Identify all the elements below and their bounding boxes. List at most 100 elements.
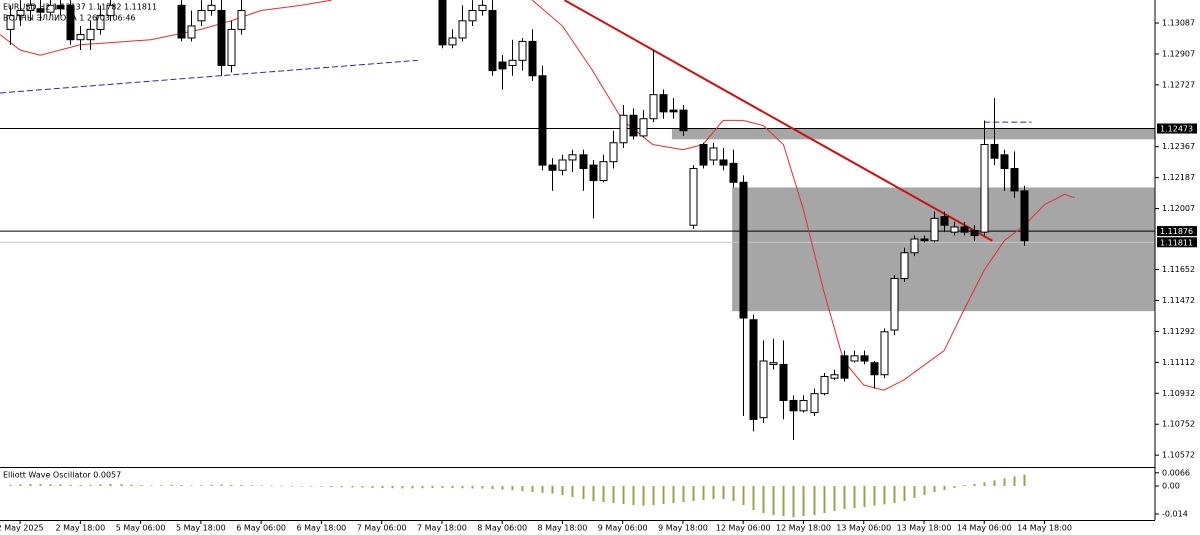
candle-body bbox=[779, 363, 788, 402]
osc-bar bbox=[361, 486, 364, 488]
osc-bar bbox=[792, 486, 795, 517]
osc-bar bbox=[290, 486, 293, 487]
candle-body bbox=[900, 252, 909, 280]
osc-bar bbox=[39, 484, 42, 486]
candle-body bbox=[860, 355, 869, 362]
candle-body bbox=[850, 355, 859, 362]
candle-body bbox=[659, 94, 668, 113]
osc-bar bbox=[421, 486, 424, 489]
candle-body bbox=[177, 4, 186, 39]
x-tick-label: 5 May 18:00 bbox=[176, 524, 226, 533]
candle-body bbox=[890, 278, 899, 331]
osc-bar bbox=[893, 486, 896, 503]
level-label: 1.11811 bbox=[1160, 238, 1193, 247]
osc-bar bbox=[672, 486, 675, 503]
osc-bar bbox=[471, 486, 474, 489]
osc-bar bbox=[802, 486, 805, 516]
osc-bar bbox=[220, 484, 223, 486]
candle-body bbox=[1010, 168, 1019, 192]
osc-bar bbox=[722, 486, 725, 499]
y-tick-label: 1.10932 bbox=[1162, 389, 1195, 398]
osc-bar bbox=[441, 486, 444, 488]
candle-body bbox=[197, 9, 206, 22]
osc-bar bbox=[521, 486, 524, 492]
candle-body bbox=[217, 9, 226, 66]
chart-title: EURUSD,H2 1.12137 1.11782 1.11811 bbox=[3, 3, 157, 12]
osc-bar bbox=[250, 485, 253, 486]
osc-bar bbox=[582, 486, 585, 499]
candle-body bbox=[649, 94, 658, 120]
trend-line bbox=[0, 59, 418, 94]
osc-bar bbox=[200, 485, 203, 486]
osc-y-tick-label: -0.014 bbox=[1162, 510, 1188, 519]
osc-bar bbox=[762, 486, 765, 513]
candle-body bbox=[568, 154, 577, 161]
candle-body bbox=[789, 400, 798, 412]
candle-body bbox=[558, 159, 567, 171]
osc-bar bbox=[873, 486, 876, 506]
candle-body bbox=[579, 154, 588, 170]
osc-bar bbox=[9, 484, 12, 486]
osc-bar bbox=[79, 485, 82, 486]
x-tick-label: 9 May 06:00 bbox=[598, 524, 648, 533]
y-tick-label: 1.10752 bbox=[1162, 420, 1195, 429]
candle-body bbox=[669, 109, 678, 113]
x-tick-label: 2 May 2025 bbox=[0, 524, 44, 533]
candle-body bbox=[920, 238, 929, 242]
level-label-bg bbox=[1157, 237, 1197, 248]
osc-bar bbox=[160, 485, 163, 486]
osc-bar bbox=[561, 486, 564, 495]
osc-bar bbox=[150, 485, 153, 486]
candle-body bbox=[769, 362, 778, 365]
candle-body bbox=[629, 114, 638, 137]
candle-body bbox=[518, 40, 527, 61]
osc-bar bbox=[511, 486, 514, 491]
osc-bar bbox=[983, 482, 986, 486]
trend-line bbox=[563, 0, 993, 242]
axes bbox=[0, 0, 1159, 524]
osc-bar bbox=[752, 486, 755, 510]
candle-body bbox=[619, 114, 628, 144]
candle-body bbox=[66, 4, 75, 41]
candle-body bbox=[830, 374, 839, 379]
candle-body bbox=[739, 181, 748, 319]
y-tick-label: 1.11112 bbox=[1162, 358, 1195, 367]
osc-bar bbox=[541, 486, 544, 493]
candle-body bbox=[46, 4, 55, 13]
osc-bar bbox=[551, 486, 554, 494]
candle-body bbox=[76, 34, 85, 41]
osc-bar bbox=[99, 484, 102, 486]
zone bbox=[671, 129, 1155, 140]
candle-body bbox=[759, 360, 768, 419]
y-tick-label: 1.12367 bbox=[1162, 142, 1195, 151]
oscillator-panel bbox=[9, 474, 1026, 517]
candle-body bbox=[910, 238, 919, 254]
x-tick-label: 6 May 18:00 bbox=[297, 524, 347, 533]
x-tick-label: 5 May 06:00 bbox=[116, 524, 166, 533]
y-tick-label: 1.12907 bbox=[1162, 49, 1195, 58]
osc-bar bbox=[823, 486, 826, 513]
osc-bar bbox=[692, 486, 695, 501]
osc-bar bbox=[320, 486, 323, 487]
candle-body bbox=[930, 217, 939, 242]
osc-bar bbox=[772, 486, 775, 515]
osc-bar bbox=[391, 486, 394, 489]
oscillator-title: Elliott Wave Oscillator 0.0057 bbox=[3, 471, 121, 480]
y-tick-label: 1.13087 bbox=[1162, 19, 1195, 28]
candle-body bbox=[187, 25, 196, 39]
osc-bar bbox=[19, 484, 22, 486]
osc-bar bbox=[742, 486, 745, 505]
osc-bar bbox=[1023, 474, 1026, 486]
osc-bar bbox=[642, 486, 645, 506]
osc-bar bbox=[501, 486, 504, 490]
osc-bar bbox=[371, 486, 374, 488]
candle-body bbox=[970, 229, 979, 237]
osc-bar bbox=[833, 486, 836, 511]
x-tick-label: 14 May 06:00 bbox=[957, 524, 1012, 533]
osc-bar bbox=[682, 486, 685, 502]
osc-bar bbox=[481, 486, 484, 489]
candle-body bbox=[538, 75, 547, 166]
osc-bar bbox=[411, 486, 414, 489]
osc-bar bbox=[632, 486, 635, 505]
